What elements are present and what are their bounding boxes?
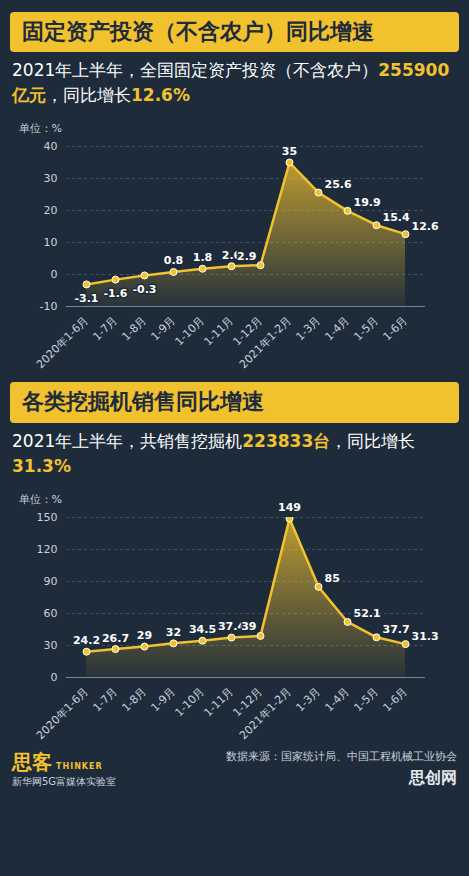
svg-text:26.7: 26.7 [102, 631, 129, 644]
svg-text:0: 0 [51, 268, 58, 281]
svg-text:1-10月: 1-10月 [172, 685, 207, 720]
svg-text:32: 32 [166, 626, 181, 639]
svg-text:1-3月: 1-3月 [293, 314, 323, 344]
svg-text:1-11月: 1-11月 [201, 314, 236, 349]
svg-text:30: 30 [44, 172, 58, 185]
svg-text:1-12月: 1-12月 [230, 684, 266, 720]
svg-text:40: 40 [44, 140, 58, 153]
svg-text:2021年1-2月: 2021年1-2月 [237, 314, 294, 371]
svg-text:150: 150 [37, 511, 58, 524]
svg-text:1-6月: 1-6月 [380, 685, 410, 715]
svg-text:单位：%: 单位：% [19, 123, 62, 136]
svg-text:1-9月: 1-9月 [148, 314, 179, 344]
svg-text:15.4: 15.4 [383, 211, 410, 224]
svg-text:25.6: 25.6 [325, 178, 352, 191]
svg-text:1-6月: 1-6月 [380, 314, 410, 344]
svg-text:37.7: 37.7 [383, 623, 410, 636]
svg-text:1-4月: 1-4月 [322, 314, 352, 344]
svg-text:60: 60 [44, 607, 58, 620]
svg-text:0.8: 0.8 [164, 255, 184, 268]
svg-text:30: 30 [44, 639, 58, 652]
svg-text:52.1: 52.1 [354, 607, 381, 620]
svg-text:单位：%: 单位：% [19, 493, 62, 506]
svg-text:-10: -10 [40, 300, 58, 313]
svg-text:2020年1-6月: 2020年1-6月 [34, 314, 91, 371]
svg-text:1-5月: 1-5月 [351, 314, 381, 344]
svg-text:1-8月: 1-8月 [119, 314, 149, 344]
html-text:31.3%: 31.3% [12, 455, 71, 476]
svg-text:1-5月: 1-5月 [351, 685, 381, 715]
svg-text:1-8月: 1-8月 [119, 685, 149, 715]
svg-text:39: 39 [241, 620, 256, 633]
svg-text:-0.3: -0.3 [132, 283, 156, 296]
svg-text:85: 85 [325, 572, 340, 585]
svg-text:90: 90 [44, 575, 58, 588]
svg-text:20: 20 [44, 204, 58, 217]
html-text:新华网5G富媒体实验室: 新华网5G富媒体实验室 [12, 775, 117, 787]
svg-text:29: 29 [137, 629, 152, 642]
html-text:数据来源：国家统计局、中国工程机械工业协会: 数据来源：国家统计局、中国工程机械工业协会 [226, 749, 457, 763]
svg-text:2020年1-6月: 2020年1-6月 [34, 685, 91, 742]
svg-text:1-11月: 1-11月 [201, 685, 236, 720]
svg-text:2.9: 2.9 [237, 250, 257, 263]
svg-text:1-3月: 1-3月 [293, 685, 323, 715]
svg-text:1-7月: 1-7月 [90, 685, 120, 715]
svg-text:1-7月: 1-7月 [90, 314, 120, 344]
svg-text:1.8: 1.8 [193, 252, 213, 265]
html-text:思客: 思客 [12, 749, 52, 774]
html-text:2021年上半年，全国固定资产投资（不含农户）255900亿: 2021年上半年，全国固定资产投资（不含农户）255900亿元，同比增长12.6… [12, 60, 450, 106]
svg-text:19.9: 19.9 [354, 197, 381, 210]
svg-text:24.2: 24.2 [73, 634, 100, 647]
svg-text:12.6: 12.6 [412, 220, 439, 233]
html-text:固定资产投资（不含农户）同比增速: 固定资产投资（不含农户）同比增速 [22, 19, 374, 44]
html-text:思创网: 思创网 [409, 767, 457, 787]
html-text:THINKER: THINKER [56, 761, 103, 771]
svg-text:-3.1: -3.1 [74, 292, 98, 305]
html-text:各类挖掘机销售同比增速: 各类挖掘机销售同比增速 [22, 389, 264, 415]
svg-text:1-4月: 1-4月 [322, 685, 352, 715]
svg-text:2021年1-2月: 2021年1-2月 [237, 685, 294, 742]
svg-text:1-10月: 1-10月 [172, 314, 207, 349]
svg-text:35: 35 [282, 145, 297, 158]
svg-text:2.6: 2.6 [221, 249, 242, 263]
svg-text:0: 0 [51, 671, 58, 684]
svg-text:37.4: 37.4 [217, 619, 246, 633]
svg-text:149: 149 [278, 501, 301, 514]
svg-text:1-12月: 1-12月 [230, 314, 266, 349]
svg-text:120: 120 [37, 543, 58, 556]
svg-text:10: 10 [44, 236, 58, 249]
svg-text:34.5: 34.5 [189, 623, 216, 636]
svg-text:1-9月: 1-9月 [148, 684, 179, 715]
svg-text:-1.6: -1.6 [103, 288, 127, 301]
html-text:2021年上半年，共销售挖掘机223833台，同比增长: 2021年上半年，共销售挖掘机223833台，同比增长 [12, 430, 416, 451]
svg-text:31.3: 31.3 [412, 629, 439, 642]
